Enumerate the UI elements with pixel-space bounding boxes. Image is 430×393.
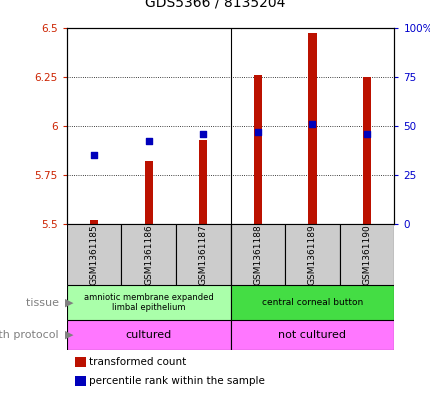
Point bbox=[145, 138, 152, 145]
Text: GSM1361190: GSM1361190 bbox=[362, 224, 371, 285]
Text: amniotic membrane expanded
limbal epithelium: amniotic membrane expanded limbal epithe… bbox=[83, 293, 213, 312]
Text: not cultured: not cultured bbox=[278, 330, 346, 340]
Text: ▶: ▶ bbox=[64, 298, 73, 308]
Point bbox=[254, 129, 261, 135]
Text: GSM1361187: GSM1361187 bbox=[198, 224, 207, 285]
Bar bbox=[199, 140, 207, 224]
Text: tissue: tissue bbox=[26, 298, 62, 308]
Bar bbox=[285, 224, 339, 285]
Text: GSM1361186: GSM1361186 bbox=[144, 224, 153, 285]
Text: GSM1361189: GSM1361189 bbox=[307, 224, 316, 285]
Bar bbox=[67, 320, 230, 350]
Text: ▶: ▶ bbox=[64, 330, 73, 340]
Bar bbox=[90, 220, 98, 224]
Bar bbox=[253, 75, 261, 224]
Bar bbox=[67, 285, 230, 320]
Text: percentile rank within the sample: percentile rank within the sample bbox=[89, 376, 264, 386]
Bar bbox=[175, 224, 230, 285]
Text: transformed count: transformed count bbox=[89, 357, 186, 367]
Point bbox=[200, 130, 206, 137]
Bar bbox=[230, 285, 393, 320]
Point bbox=[90, 152, 97, 158]
Text: GSM1361188: GSM1361188 bbox=[253, 224, 262, 285]
Bar bbox=[230, 224, 285, 285]
Bar bbox=[230, 320, 393, 350]
Point bbox=[308, 121, 315, 127]
Bar bbox=[121, 224, 175, 285]
Text: growth protocol: growth protocol bbox=[0, 330, 62, 340]
Bar bbox=[67, 224, 121, 285]
Point bbox=[363, 130, 370, 137]
Text: GDS5366 / 8135204: GDS5366 / 8135204 bbox=[145, 0, 285, 10]
Bar bbox=[362, 77, 370, 224]
Text: GSM1361185: GSM1361185 bbox=[89, 224, 98, 285]
Bar bbox=[307, 33, 316, 224]
Text: cultured: cultured bbox=[125, 330, 172, 340]
Bar bbox=[144, 161, 152, 224]
Bar bbox=[339, 224, 393, 285]
Text: central corneal button: central corneal button bbox=[261, 298, 362, 307]
